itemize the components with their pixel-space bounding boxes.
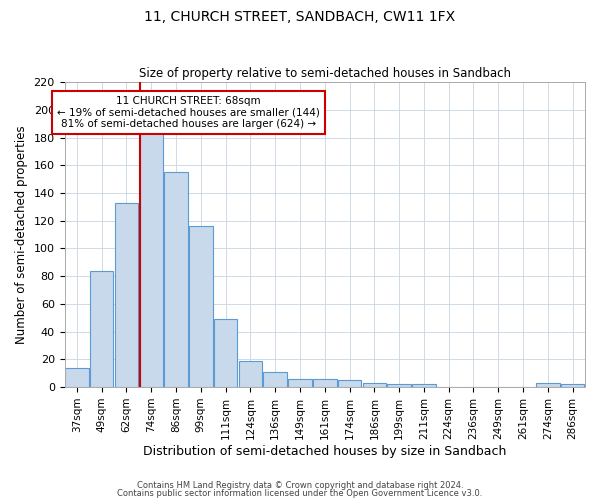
Bar	[115, 202, 138, 387]
Bar	[164, 172, 188, 387]
Bar	[65, 368, 89, 387]
Bar	[189, 226, 212, 387]
Bar	[214, 319, 238, 387]
Bar	[362, 383, 386, 387]
Bar	[239, 361, 262, 387]
Text: Contains HM Land Registry data © Crown copyright and database right 2024.: Contains HM Land Registry data © Crown c…	[137, 481, 463, 490]
Bar	[90, 270, 113, 387]
Bar	[288, 379, 312, 387]
Text: Contains public sector information licensed under the Open Government Licence v3: Contains public sector information licen…	[118, 488, 482, 498]
X-axis label: Distribution of semi-detached houses by size in Sandbach: Distribution of semi-detached houses by …	[143, 444, 506, 458]
Bar	[536, 383, 560, 387]
Bar	[561, 384, 584, 387]
Bar	[388, 384, 411, 387]
Bar	[412, 384, 436, 387]
Text: 11 CHURCH STREET: 68sqm
← 19% of semi-detached houses are smaller (144)
81% of s: 11 CHURCH STREET: 68sqm ← 19% of semi-de…	[57, 96, 320, 129]
Y-axis label: Number of semi-detached properties: Number of semi-detached properties	[15, 126, 28, 344]
Text: 11, CHURCH STREET, SANDBACH, CW11 1FX: 11, CHURCH STREET, SANDBACH, CW11 1FX	[145, 10, 455, 24]
Bar	[263, 372, 287, 387]
Bar	[338, 380, 361, 387]
Bar	[313, 379, 337, 387]
Bar	[140, 134, 163, 387]
Title: Size of property relative to semi-detached houses in Sandbach: Size of property relative to semi-detach…	[139, 66, 511, 80]
